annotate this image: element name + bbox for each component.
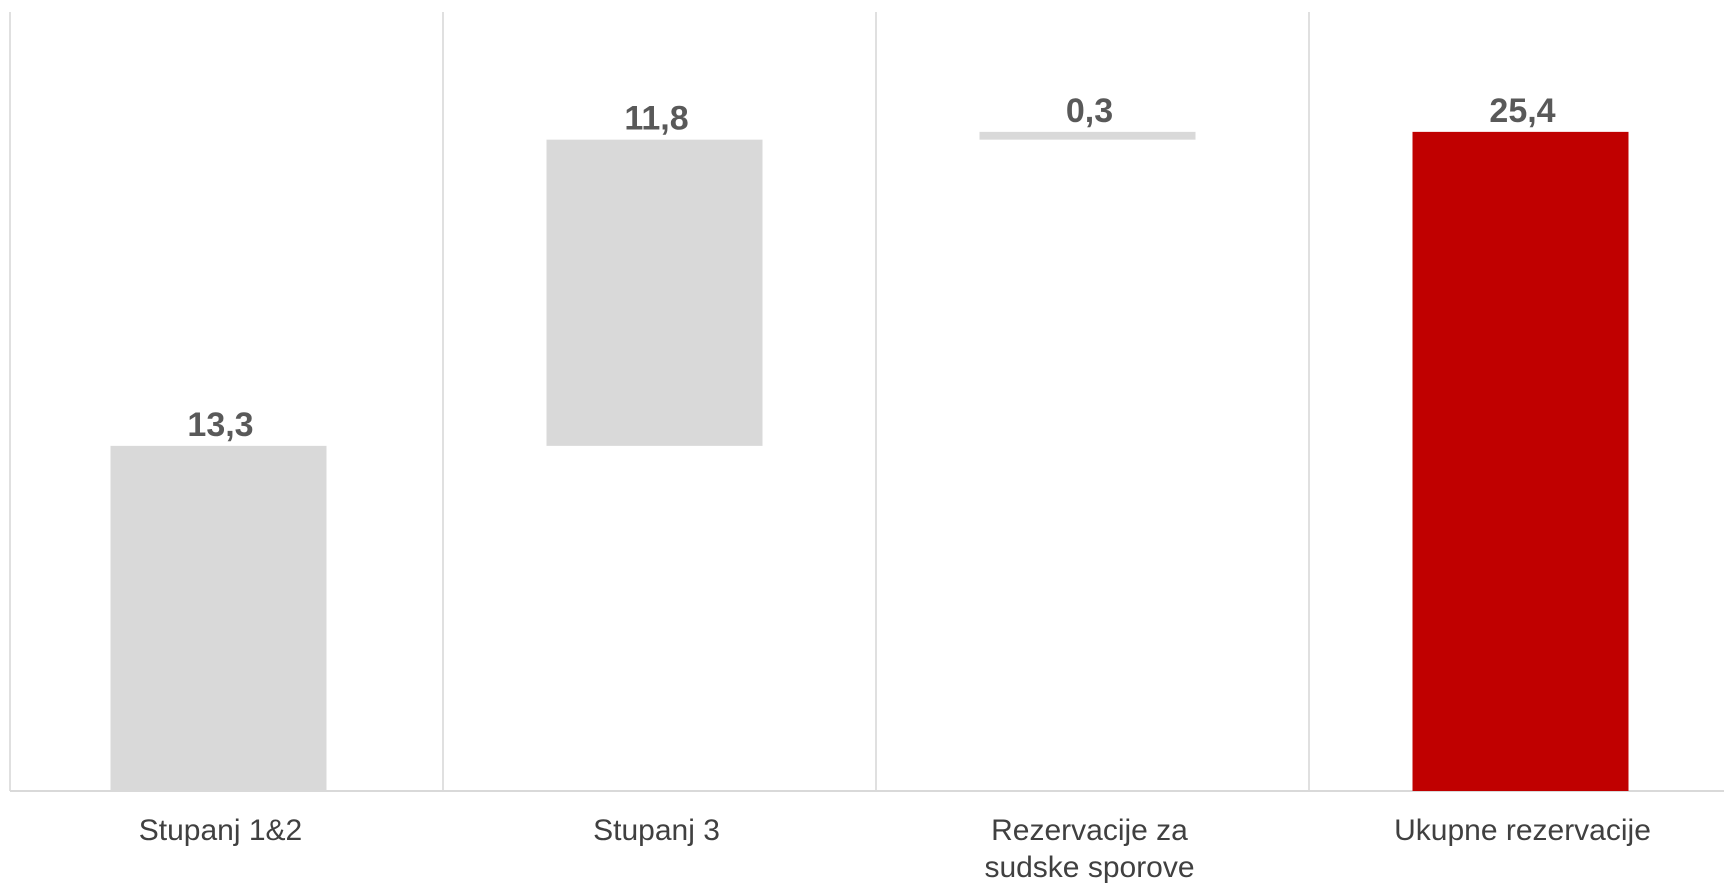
category-label-line: Stupanj 3 bbox=[593, 814, 720, 847]
category-label-line: sudske sporove bbox=[984, 851, 1194, 883]
data-label: 13,3 bbox=[187, 406, 253, 444]
data-label: 0,3 bbox=[1066, 92, 1113, 130]
bar-ukupne-rezervacije bbox=[1412, 131, 1629, 791]
category-label: Ukupne rezervacije bbox=[1394, 814, 1651, 847]
category-label: Stupanj 3 bbox=[593, 814, 720, 847]
category-label-line: Stupanj 1&2 bbox=[139, 814, 302, 847]
data-label: 25,4 bbox=[1489, 92, 1555, 130]
bar-stupanj-3 bbox=[546, 139, 763, 446]
category-label-line: Rezervacije za bbox=[991, 814, 1188, 847]
category-label: Rezervacije za sudske sporove bbox=[984, 814, 1194, 883]
bar-layer bbox=[110, 131, 1629, 791]
value-label-layer: 13,3 11,8 0,3 25,4 bbox=[187, 92, 1555, 444]
category-label-layer: Stupanj 1&2 Stupanj 3 Rezervacije za sudske… bbox=[139, 814, 1651, 883]
category-label: Stupanj 1&2 bbox=[139, 814, 302, 847]
data-label: 11,8 bbox=[624, 100, 688, 138]
bar-stupanj-1-2 bbox=[110, 445, 327, 791]
bar-rezervacije-za-sudske-sporove bbox=[979, 131, 1196, 140]
category-label-line: Ukupne rezervacije bbox=[1394, 814, 1651, 847]
